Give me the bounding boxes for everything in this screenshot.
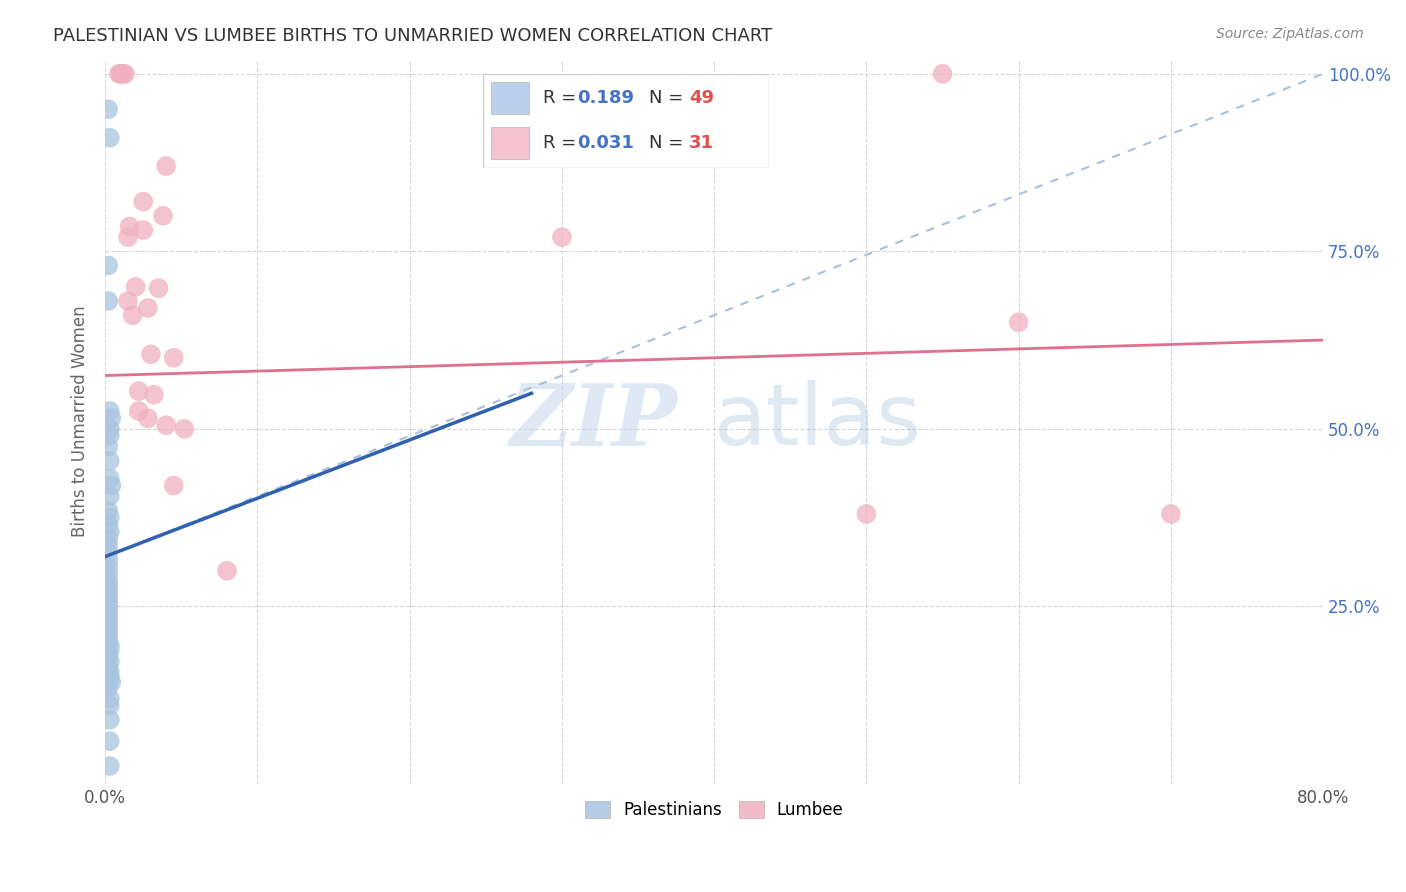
Point (136, 411, 159, 425)
Point (97, 546, 120, 560)
Y-axis label: Births to Unmarried Women: Births to Unmarried Women (72, 306, 89, 538)
Legend: Palestinians, Lumbee: Palestinians, Lumbee (578, 795, 851, 826)
Point (111, 67, 134, 81)
Point (128, 384, 150, 398)
Point (855, 507, 877, 521)
Point (97, 591, 120, 605)
Point (98, 422, 121, 436)
Point (97, 574, 120, 589)
Point (98, 638, 121, 652)
Point (97, 293, 120, 308)
Point (100, 675, 122, 690)
Point (97, 600, 120, 615)
Point (118, 219, 141, 234)
Point (98, 429, 121, 443)
Point (173, 422, 195, 436)
Point (97, 532, 120, 546)
Point (98, 665, 121, 680)
Point (931, 67, 953, 81)
Point (139, 347, 162, 361)
Point (97, 517, 120, 532)
Point (97, 617, 120, 632)
Point (1160, 507, 1182, 521)
Point (148, 281, 170, 295)
Text: PALESTINIAN VS LUMBEE BIRTHS TO UNMARRIED WOMEN CORRELATION CHART: PALESTINIAN VS LUMBEE BIRTHS TO UNMARRIE… (53, 27, 773, 45)
Point (551, 230, 574, 244)
Point (97, 607, 120, 621)
Point (97, 539, 120, 553)
Point (108, 67, 131, 81)
Point (163, 478, 186, 492)
Point (136, 301, 159, 315)
Point (98, 453, 121, 467)
Point (98, 734, 121, 748)
Point (163, 351, 186, 365)
Point (110, 67, 132, 81)
Point (97, 503, 120, 517)
Point (98, 713, 121, 727)
Text: Source: ZipAtlas.com: Source: ZipAtlas.com (1216, 27, 1364, 41)
Text: atlas: atlas (714, 380, 922, 463)
Point (98, 404, 121, 418)
Point (97, 681, 120, 695)
Point (1008, 315, 1031, 329)
Point (152, 209, 174, 223)
Point (98, 670, 121, 684)
Point (155, 159, 177, 173)
Point (97, 560, 120, 574)
Point (117, 230, 139, 244)
Point (98, 698, 121, 713)
Point (97, 648, 120, 663)
Point (124, 280, 146, 294)
Point (132, 194, 155, 209)
Point (98, 691, 121, 706)
Text: ZIP: ZIP (510, 380, 678, 464)
Point (98, 655, 121, 669)
Point (98, 471, 121, 485)
Point (97, 627, 120, 641)
Point (97, 579, 120, 593)
Point (97, 567, 120, 582)
Point (121, 308, 143, 322)
Point (112, 67, 135, 81)
Point (97, 440, 120, 454)
Point (215, 564, 238, 578)
Point (117, 293, 139, 308)
Point (98, 759, 121, 773)
Point (97, 259, 120, 273)
Point (97, 622, 120, 636)
Point (98, 489, 121, 503)
Point (100, 411, 122, 425)
Point (132, 223, 155, 237)
Point (98, 510, 121, 524)
Point (97, 611, 120, 625)
Point (97, 103, 120, 117)
Point (97, 659, 120, 673)
Point (155, 418, 177, 433)
Point (98, 130, 121, 145)
Point (97, 596, 120, 610)
Point (142, 387, 165, 401)
Point (98, 643, 121, 657)
Point (97, 585, 120, 599)
Point (114, 67, 136, 81)
Point (98, 524, 121, 539)
Point (128, 404, 150, 418)
Point (97, 553, 120, 567)
Point (97, 633, 120, 648)
Point (100, 478, 122, 492)
